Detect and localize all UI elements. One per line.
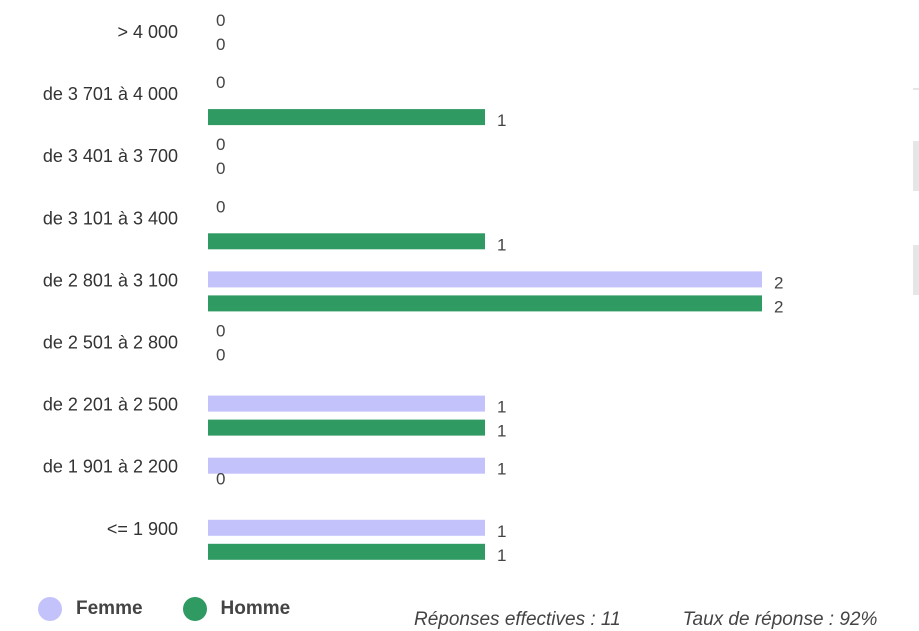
bar-chart: > 4 000 0 0 de 3 701 à 4 000 0 1 de 3 401 à 3 … <box>43 11 784 565</box>
category-label: de 2 801 à 3 100 <box>43 270 178 290</box>
value-label: 0 <box>216 73 225 92</box>
bar-homme[interactable] <box>208 233 485 250</box>
value-label: 0 <box>216 197 225 216</box>
category-label: > 4 000 <box>117 22 178 42</box>
bar-femme[interactable] <box>208 271 762 288</box>
legend: Femme Homme <box>38 597 290 621</box>
value-label: 0 <box>216 346 225 365</box>
responses-count: Réponses effectives : 11 <box>414 609 621 630</box>
bar-femme[interactable] <box>208 395 485 412</box>
legend-dot-icon <box>182 597 207 621</box>
bar-homme[interactable] <box>208 109 485 126</box>
bar-femme[interactable] <box>208 519 485 536</box>
category-label: de 3 101 à 3 400 <box>43 208 178 228</box>
value-label: 2 <box>774 297 783 316</box>
value-label: 0 <box>216 35 225 54</box>
category-label: de 3 701 à 4 000 <box>43 84 178 104</box>
value-label: 1 <box>497 546 506 565</box>
divider-line <box>913 88 919 90</box>
category-label: de 2 201 à 2 500 <box>43 395 178 415</box>
bar-homme[interactable] <box>208 295 762 312</box>
side-panel-edge <box>913 245 919 295</box>
value-label: 0 <box>216 135 225 154</box>
value-label: 0 <box>216 322 225 341</box>
legend-item-homme[interactable]: Homme <box>182 597 291 621</box>
legend-dot-icon <box>38 597 62 621</box>
side-panel-edge <box>913 141 919 191</box>
category-label: <= 1 900 <box>107 519 178 539</box>
category-label: de 2 501 à 2 800 <box>43 333 178 353</box>
response-rate: Taux de réponse : 92% <box>682 609 878 630</box>
value-label: 1 <box>497 398 506 417</box>
value-label: 0 <box>216 159 225 178</box>
value-label: 0 <box>216 11 225 30</box>
legend-label-homme: Homme <box>220 598 291 619</box>
legend-label-femme: Femme <box>76 598 143 619</box>
legend-item-femme[interactable]: Femme <box>38 597 143 621</box>
bar-homme[interactable] <box>208 419 485 436</box>
value-label: 1 <box>497 111 506 130</box>
value-label: 1 <box>497 460 506 479</box>
value-label: 2 <box>774 273 783 292</box>
value-label: 1 <box>497 522 506 541</box>
category-label: de 1 901 à 2 200 <box>43 457 178 477</box>
response-summary: Réponses effectives : 11 Taux de réponse … <box>414 609 877 631</box>
category-label: de 3 401 à 3 700 <box>43 146 178 166</box>
value-label: 1 <box>497 422 506 441</box>
value-label: 1 <box>497 235 506 254</box>
value-label: 0 <box>216 470 225 489</box>
bar-femme[interactable] <box>208 457 485 474</box>
bar-homme[interactable] <box>208 543 485 560</box>
